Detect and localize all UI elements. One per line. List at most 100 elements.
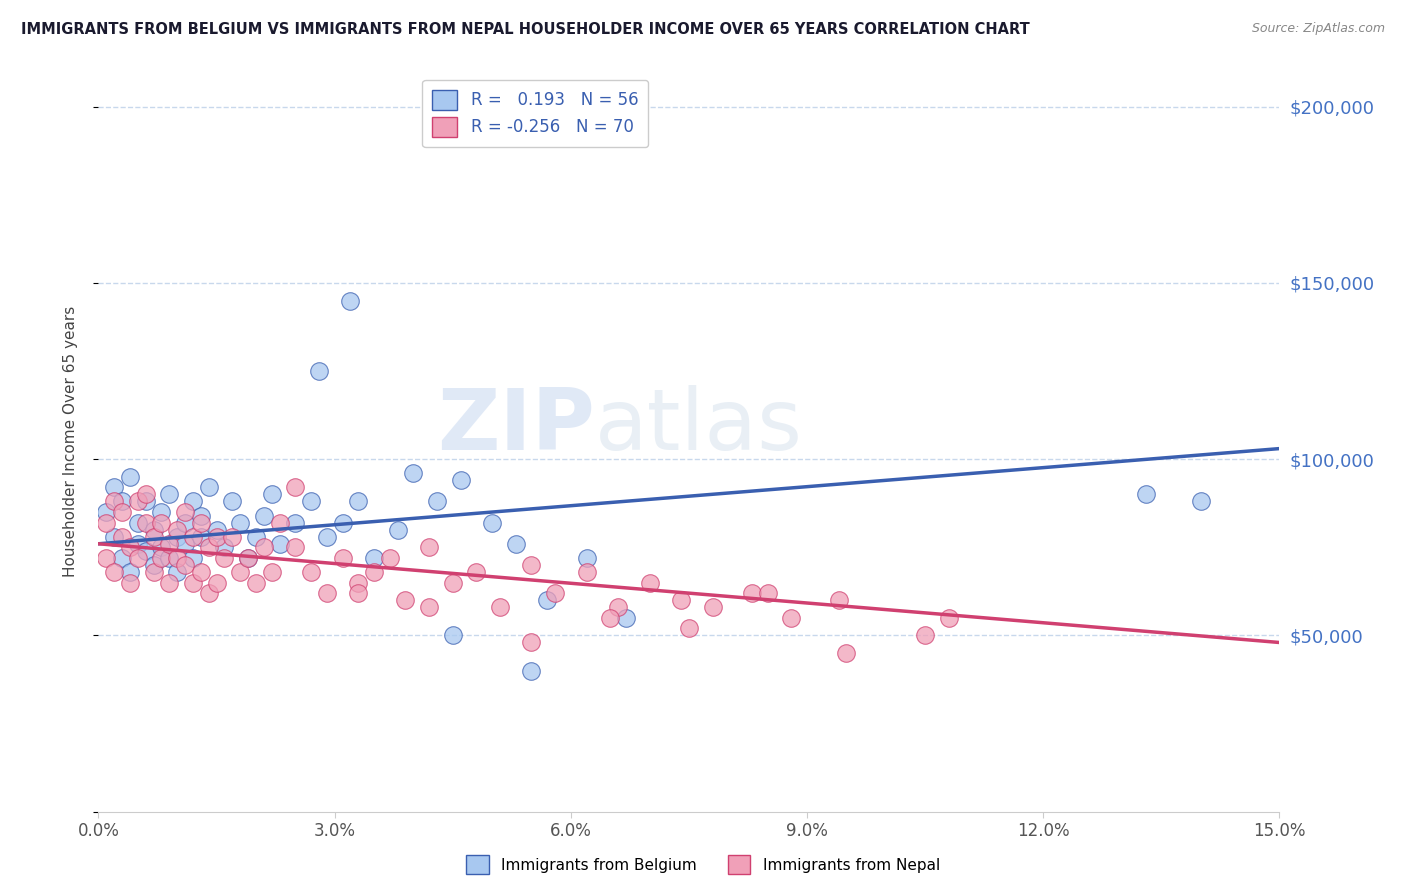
Point [938, 611, 960, 625]
Point [575, 550, 598, 565]
Point [702, 600, 724, 615]
Point [166, 523, 188, 537]
Point [197, 586, 219, 600]
Point [96, 505, 118, 519]
Point [827, 593, 849, 607]
Point [394, 593, 416, 607]
Text: ZIP: ZIP [437, 385, 595, 468]
Point [166, 565, 188, 579]
Point [127, 494, 149, 508]
Point [221, 530, 243, 544]
Point [520, 558, 543, 572]
Point [103, 530, 125, 544]
Point [135, 516, 157, 530]
Point [181, 530, 204, 544]
Point [402, 467, 425, 481]
Point [363, 565, 385, 579]
Point [441, 575, 464, 590]
Point [669, 593, 692, 607]
Point [135, 494, 157, 508]
Point [1189, 494, 1212, 508]
Point [315, 586, 337, 600]
Point [741, 586, 763, 600]
Point [835, 646, 858, 660]
Point [607, 600, 630, 615]
Point [544, 586, 567, 600]
Point [269, 537, 291, 551]
Point [214, 541, 236, 555]
Point [205, 530, 228, 544]
Text: atlas: atlas [595, 385, 803, 468]
Point [96, 550, 118, 565]
Point [205, 575, 228, 590]
Point [135, 487, 157, 501]
Point [118, 565, 141, 579]
Point [142, 565, 165, 579]
Point [489, 600, 512, 615]
Point [111, 530, 134, 544]
Point [520, 635, 543, 649]
Point [465, 565, 488, 579]
Text: Source: ZipAtlas.com: Source: ZipAtlas.com [1251, 22, 1385, 36]
Point [181, 575, 204, 590]
Point [197, 480, 219, 494]
Legend: Immigrants from Belgium, Immigrants from Nepal: Immigrants from Belgium, Immigrants from… [460, 849, 946, 880]
Point [118, 575, 141, 590]
Point [96, 516, 118, 530]
Point [229, 565, 252, 579]
Point [308, 364, 330, 378]
Point [599, 611, 621, 625]
Point [914, 628, 936, 642]
Point [190, 508, 212, 523]
Point [103, 480, 125, 494]
Point [678, 621, 700, 635]
Point [214, 550, 236, 565]
Point [157, 550, 180, 565]
Point [260, 487, 283, 501]
Point [1135, 487, 1157, 501]
Point [157, 537, 180, 551]
Point [378, 550, 401, 565]
Point [103, 565, 125, 579]
Point [418, 600, 440, 615]
Point [150, 541, 173, 555]
Point [780, 611, 803, 625]
Point [520, 664, 543, 678]
Point [190, 516, 212, 530]
Point [284, 516, 307, 530]
Point [111, 505, 134, 519]
Point [418, 541, 440, 555]
Point [111, 550, 134, 565]
Point [347, 494, 370, 508]
Point [150, 505, 173, 519]
Point [505, 537, 527, 551]
Point [284, 480, 307, 494]
Point [205, 523, 228, 537]
Text: IMMIGRANTS FROM BELGIUM VS IMMIGRANTS FROM NEPAL HOUSEHOLDER INCOME OVER 65 YEAR: IMMIGRANTS FROM BELGIUM VS IMMIGRANTS FR… [21, 22, 1029, 37]
Point [157, 487, 180, 501]
Point [174, 537, 197, 551]
Point [536, 593, 558, 607]
Point [299, 565, 322, 579]
Point [142, 523, 165, 537]
Point [756, 586, 779, 600]
Point [347, 586, 370, 600]
Point [157, 575, 180, 590]
Legend: R =   0.193   N = 56, R = -0.256   N = 70: R = 0.193 N = 56, R = -0.256 N = 70 [422, 79, 648, 147]
Point [181, 494, 204, 508]
Point [135, 544, 157, 558]
Point [332, 550, 354, 565]
Point [253, 508, 276, 523]
Point [221, 494, 243, 508]
Point [118, 541, 141, 555]
Point [638, 575, 661, 590]
Point [426, 494, 449, 508]
Point [174, 505, 197, 519]
Point [363, 550, 385, 565]
Point [284, 541, 307, 555]
Point [236, 550, 259, 565]
Y-axis label: Householder Income Over 65 years: Householder Income Over 65 years [63, 306, 77, 577]
Point [127, 550, 149, 565]
Point [166, 550, 188, 565]
Point [166, 530, 188, 544]
